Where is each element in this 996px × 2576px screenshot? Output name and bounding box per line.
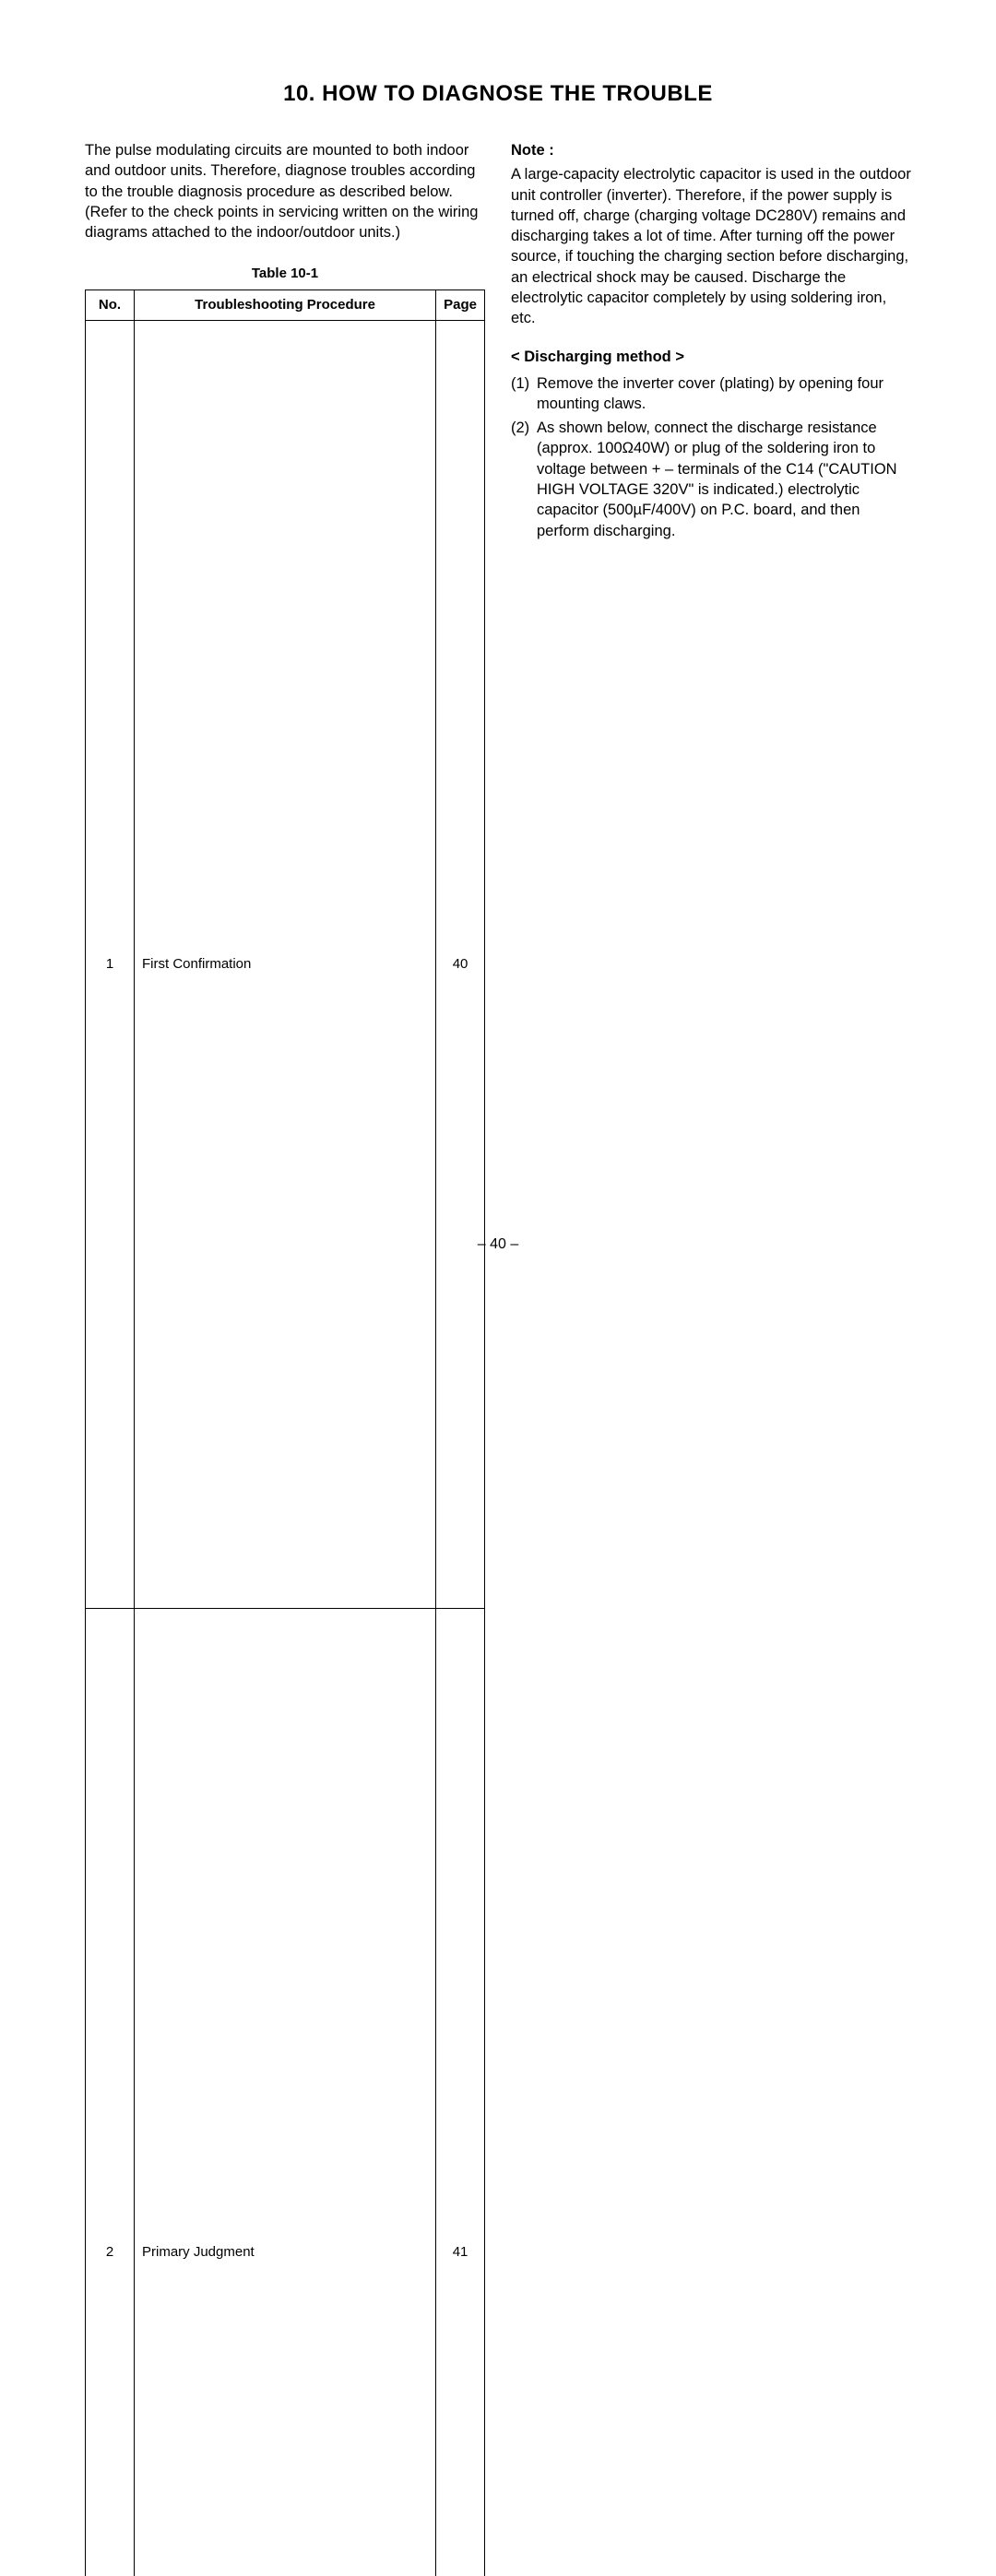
table-row: 1 First Confirmation 40	[86, 320, 485, 1608]
table-row: 2 Primary Judgment 41	[86, 1608, 485, 2576]
th-no: No.	[86, 290, 135, 320]
discharge-item: (2) As shown below, connect the discharg…	[511, 418, 911, 541]
discharge-heading: < Discharging method >	[511, 347, 911, 367]
list-text: As shown below, connect the discharge re…	[537, 418, 911, 541]
document-page: 10. HOW TO DIAGNOSE THE TROUBLE The puls…	[0, 0, 996, 1288]
list-number: (2)	[511, 418, 537, 541]
two-column-layout: The pulse modulating circuits are mounte…	[85, 140, 911, 2576]
right-column: Note : A large-capacity electrolytic cap…	[511, 140, 911, 2576]
intro-paragraph: The pulse modulating circuits are mounte…	[85, 140, 485, 242]
th-proc: Troubleshooting Procedure	[135, 290, 436, 320]
note-text: A large-capacity electrolytic capacitor …	[511, 164, 911, 328]
list-number: (1)	[511, 373, 537, 415]
page-number: – 40 –	[0, 1236, 996, 1253]
left-column: The pulse modulating circuits are mounte…	[85, 140, 485, 2576]
note-heading: Note :	[511, 140, 911, 160]
troubleshooting-table: No. Troubleshooting Procedure Page 1 Fir…	[85, 290, 485, 2576]
list-text: Remove the inverter cover (plating) by o…	[537, 373, 911, 415]
page-title: 10. HOW TO DIAGNOSE THE TROUBLE	[85, 81, 911, 107]
discharge-item: (1) Remove the inverter cover (plating) …	[511, 373, 911, 415]
table-caption: Table 10-1	[85, 265, 485, 283]
th-page: Page	[436, 290, 485, 320]
